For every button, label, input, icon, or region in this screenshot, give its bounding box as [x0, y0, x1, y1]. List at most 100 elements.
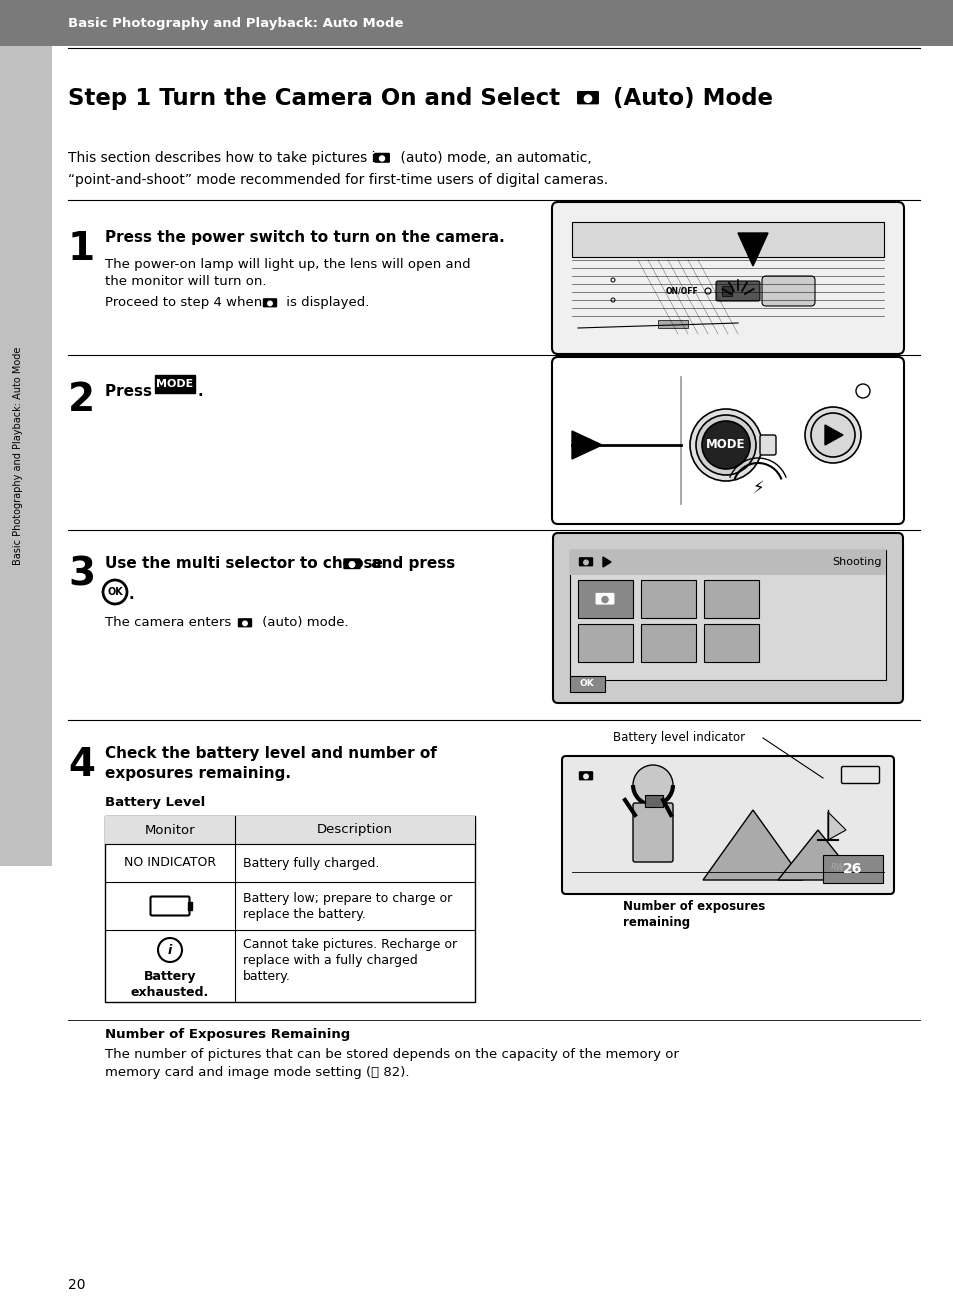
FancyBboxPatch shape [578, 92, 598, 104]
Circle shape [701, 420, 749, 469]
Text: ⚡: ⚡ [751, 480, 763, 497]
Text: Use the multi selector to choose: Use the multi selector to choose [105, 556, 388, 572]
Polygon shape [827, 812, 845, 840]
Polygon shape [738, 233, 767, 265]
Bar [578, 624, 633, 662]
Text: Press: Press [105, 384, 157, 399]
FancyBboxPatch shape [238, 619, 252, 627]
Bar [584, 773, 587, 774]
Text: ON/OFF: ON/OFF [664, 286, 698, 296]
Polygon shape [824, 424, 842, 445]
FancyBboxPatch shape [578, 771, 592, 779]
Bar [569, 551, 885, 681]
Polygon shape [602, 557, 610, 568]
Text: Cannot take pictures. Recharge or: Cannot take pictures. Recharge or [243, 938, 456, 951]
FancyBboxPatch shape [761, 276, 814, 306]
Text: (auto) mode.: (auto) mode. [257, 616, 348, 629]
Text: Number of exposures: Number of exposures [622, 900, 764, 913]
Text: The number of pictures that can be stored depends on the capacity of the memory : The number of pictures that can be store… [105, 1049, 679, 1060]
Text: replace the battery.: replace the battery. [243, 908, 366, 921]
Bar [268, 300, 272, 301]
Text: Step 1 Turn the Camera On and Select: Step 1 Turn the Camera On and Select [68, 87, 568, 109]
Text: is displayed.: is displayed. [282, 296, 369, 309]
Bar [243, 619, 246, 622]
Bar [105, 816, 475, 1003]
Bar [569, 675, 604, 692]
Text: Press the power switch to turn on the camera.: Press the power switch to turn on the ca… [105, 230, 504, 244]
Text: The camera enters: The camera enters [105, 616, 235, 629]
Bar [0, 46, 953, 137]
Text: Shooting: Shooting [832, 557, 882, 568]
Bar [703, 579, 759, 618]
Circle shape [583, 774, 588, 779]
Text: Check the battery level and number of: Check the battery level and number of [105, 746, 436, 761]
Text: 3: 3 [68, 556, 95, 594]
FancyBboxPatch shape [552, 357, 903, 524]
Text: This section describes how to take pictures in: This section describes how to take pictu… [68, 151, 388, 166]
Text: RW: RW [830, 863, 844, 872]
Text: The power-on lamp will light up, the lens will open and: The power-on lamp will light up, the len… [105, 258, 470, 271]
Circle shape [583, 560, 588, 565]
Text: Description: Description [316, 824, 393, 837]
Bar [584, 558, 587, 560]
Text: the monitor will turn on.: the monitor will turn on. [105, 275, 266, 288]
Bar [658, 321, 687, 328]
Circle shape [242, 622, 247, 625]
Text: 26: 26 [842, 862, 862, 876]
Text: Monitor: Monitor [145, 824, 195, 837]
FancyBboxPatch shape [553, 533, 902, 703]
Circle shape [810, 413, 854, 457]
FancyBboxPatch shape [561, 756, 893, 894]
Bar [380, 154, 383, 155]
Text: 2: 2 [68, 381, 95, 419]
Bar [640, 624, 696, 662]
Bar [703, 624, 759, 662]
Circle shape [268, 301, 272, 306]
Text: Battery: Battery [144, 970, 196, 983]
Bar [822, 855, 882, 883]
Text: .: . [198, 384, 203, 399]
Text: 1: 1 [68, 230, 95, 268]
Text: i: i [168, 943, 172, 957]
Text: MODE: MODE [705, 439, 745, 452]
Circle shape [696, 415, 755, 474]
Circle shape [584, 95, 591, 102]
FancyBboxPatch shape [263, 298, 276, 306]
Bar [572, 222, 883, 258]
Text: Battery low; prepare to charge or: Battery low; prepare to charge or [243, 892, 452, 905]
Text: NO INDICATOR: NO INDICATOR [124, 857, 215, 870]
Bar [0, 46, 52, 866]
Text: Proceed to step 4 when: Proceed to step 4 when [105, 296, 266, 309]
Text: MODE: MODE [156, 378, 193, 389]
Bar [154, 374, 194, 393]
Polygon shape [778, 830, 857, 880]
FancyBboxPatch shape [578, 558, 592, 566]
Bar [105, 816, 475, 844]
FancyBboxPatch shape [375, 154, 389, 162]
Text: Basic Photography and Playback: Auto Mode: Basic Photography and Playback: Auto Mod… [68, 17, 403, 29]
Text: replace with a fully charged: replace with a fully charged [243, 954, 417, 967]
Text: exposures remaining.: exposures remaining. [105, 766, 291, 781]
Bar [578, 579, 633, 618]
Text: (Auto) Mode: (Auto) Mode [604, 87, 772, 109]
Text: (auto) mode, an automatic,: (auto) mode, an automatic, [395, 151, 591, 166]
Bar [640, 579, 696, 618]
Text: Number of Exposures Remaining: Number of Exposures Remaining [105, 1028, 350, 1041]
Text: exhausted.: exhausted. [131, 986, 209, 999]
FancyBboxPatch shape [760, 435, 775, 455]
Bar [602, 594, 606, 597]
Bar [569, 551, 885, 576]
Text: .: . [129, 587, 134, 602]
Circle shape [379, 156, 384, 162]
Text: battery.: battery. [243, 970, 291, 983]
Text: OK: OK [107, 587, 123, 597]
Bar [585, 92, 590, 95]
Text: 20: 20 [68, 1279, 86, 1292]
Text: 4: 4 [68, 746, 95, 784]
FancyBboxPatch shape [716, 281, 760, 301]
Bar [644, 795, 662, 807]
Bar [721, 286, 731, 296]
Circle shape [633, 765, 672, 805]
Bar [0, 0, 953, 46]
Polygon shape [572, 431, 601, 459]
